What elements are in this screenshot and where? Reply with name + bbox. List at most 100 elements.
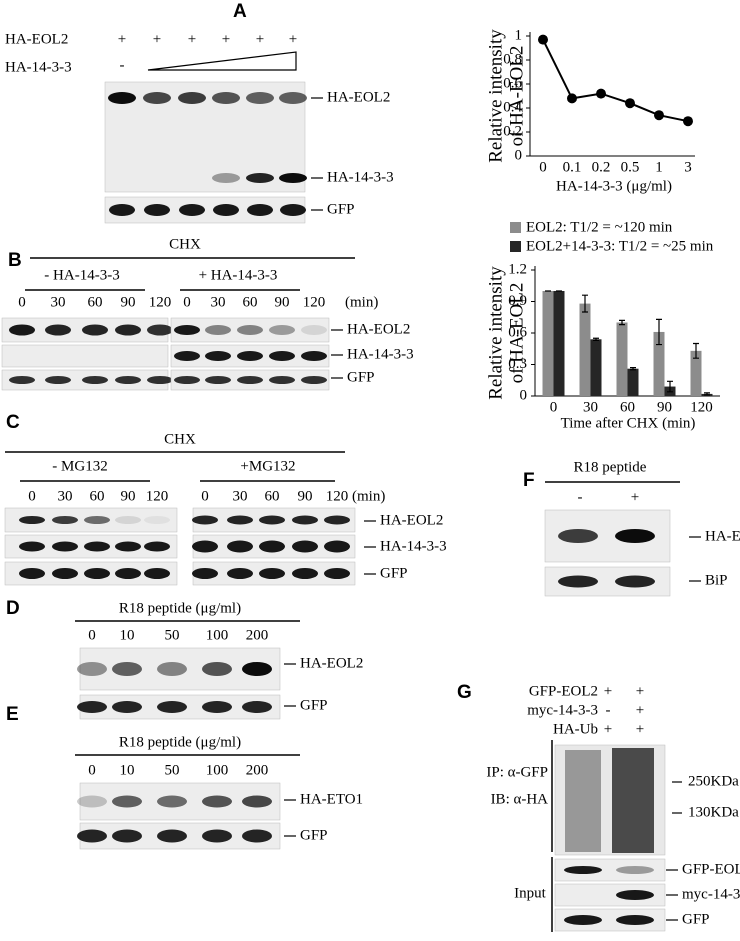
- band: [301, 325, 327, 335]
- band-label: HA-EOL2: [300, 655, 363, 671]
- band: [292, 515, 318, 525]
- band: [115, 324, 141, 336]
- band: [52, 568, 78, 579]
- row-label: GFP-EOL2: [529, 683, 598, 699]
- band: [558, 529, 598, 543]
- band-label: HA-14-3-3: [327, 169, 394, 185]
- band: [227, 515, 253, 525]
- band: [174, 325, 200, 335]
- band: [280, 204, 306, 216]
- treatment: R18 peptide (μg/ml): [119, 734, 241, 750]
- x-tick-label: 3: [684, 159, 692, 175]
- band-label: HA-EOL2: [327, 89, 390, 105]
- x-tick-label: 0.2: [592, 159, 611, 175]
- band: [178, 92, 206, 104]
- band: [242, 829, 272, 843]
- band: [237, 325, 263, 335]
- lane-sign: +: [153, 31, 161, 47]
- y-axis-label: of HA-EOL2: [506, 283, 527, 384]
- band: [77, 829, 107, 843]
- dose-label: 100: [206, 627, 229, 643]
- legend-swatch: [510, 241, 521, 252]
- band: [144, 204, 170, 216]
- band: [324, 540, 350, 553]
- panel-label: C: [6, 412, 20, 433]
- band: [564, 866, 602, 874]
- band-label: myc-14-3-3: [682, 886, 740, 902]
- error-bar: [667, 380, 673, 393]
- treatment: R18 peptide (μg/ml): [119, 600, 241, 616]
- band: [82, 376, 108, 384]
- band: [292, 568, 318, 579]
- band: [108, 92, 136, 104]
- input-label: Input: [514, 885, 546, 901]
- band: [279, 92, 307, 104]
- band: [615, 529, 655, 543]
- treatment: CHX: [169, 236, 201, 252]
- time-label: 120: [303, 294, 326, 310]
- band: [615, 575, 655, 588]
- x-tick-label: 90: [657, 399, 672, 415]
- band: [179, 204, 205, 216]
- band: [144, 516, 170, 524]
- y-tick-label: 0.3: [508, 356, 527, 372]
- panel-label: D: [6, 598, 20, 619]
- band: [212, 173, 240, 183]
- bar: [627, 368, 639, 396]
- band-label: BiP: [705, 572, 728, 588]
- time-label: 60: [265, 488, 280, 504]
- band: [115, 541, 141, 552]
- error-bar: [630, 367, 636, 371]
- line: [542, 39, 689, 123]
- band: [77, 662, 107, 676]
- band: [144, 568, 170, 579]
- band: [109, 204, 135, 216]
- band: [564, 915, 602, 925]
- point: [538, 34, 548, 45]
- band: [227, 540, 253, 553]
- band: [9, 324, 35, 336]
- time-label: 60: [243, 294, 258, 310]
- band: [269, 376, 295, 384]
- band: [616, 866, 654, 874]
- band: [212, 92, 240, 104]
- band: [202, 829, 232, 843]
- band: [202, 662, 232, 676]
- y-tick-label: 0: [520, 387, 528, 403]
- blot: [1, 344, 169, 368]
- panel-label: A: [233, 1, 247, 22]
- dose-label: 200: [246, 627, 269, 643]
- band-label: GFP: [380, 565, 408, 581]
- y-tick-label: 1: [515, 27, 523, 43]
- y-tick-label: 0.6: [508, 324, 527, 340]
- bar: [653, 331, 665, 396]
- x-tick-label: 0: [550, 399, 558, 415]
- band: [45, 324, 71, 336]
- band: [157, 795, 187, 808]
- band: [259, 540, 285, 553]
- blot: [554, 858, 666, 882]
- dose-label: 0: [88, 762, 96, 778]
- row-label: HA-Ub: [553, 721, 598, 737]
- band-label: HA-EOL2: [705, 528, 740, 544]
- legend-swatch: [510, 222, 521, 233]
- gradient-triangle: [147, 51, 297, 71]
- y-axis-label: of HA-EOL2: [506, 46, 527, 147]
- band: [292, 540, 318, 553]
- band: [237, 351, 263, 361]
- x-tick-label: 60: [620, 399, 635, 415]
- band: [84, 568, 110, 579]
- error-bar: [582, 294, 588, 313]
- band: [259, 568, 285, 579]
- band: [205, 376, 231, 384]
- time-label: 30: [233, 488, 248, 504]
- band: [192, 540, 218, 553]
- panel-label: F: [523, 470, 535, 491]
- time-label: 30: [51, 294, 66, 310]
- y-tick-label: 0.8: [503, 51, 522, 67]
- group-label: +MG132: [240, 458, 295, 474]
- band: [115, 568, 141, 579]
- row-label: myc-14-3-3: [527, 702, 598, 718]
- point: [654, 110, 664, 121]
- band: [157, 701, 187, 713]
